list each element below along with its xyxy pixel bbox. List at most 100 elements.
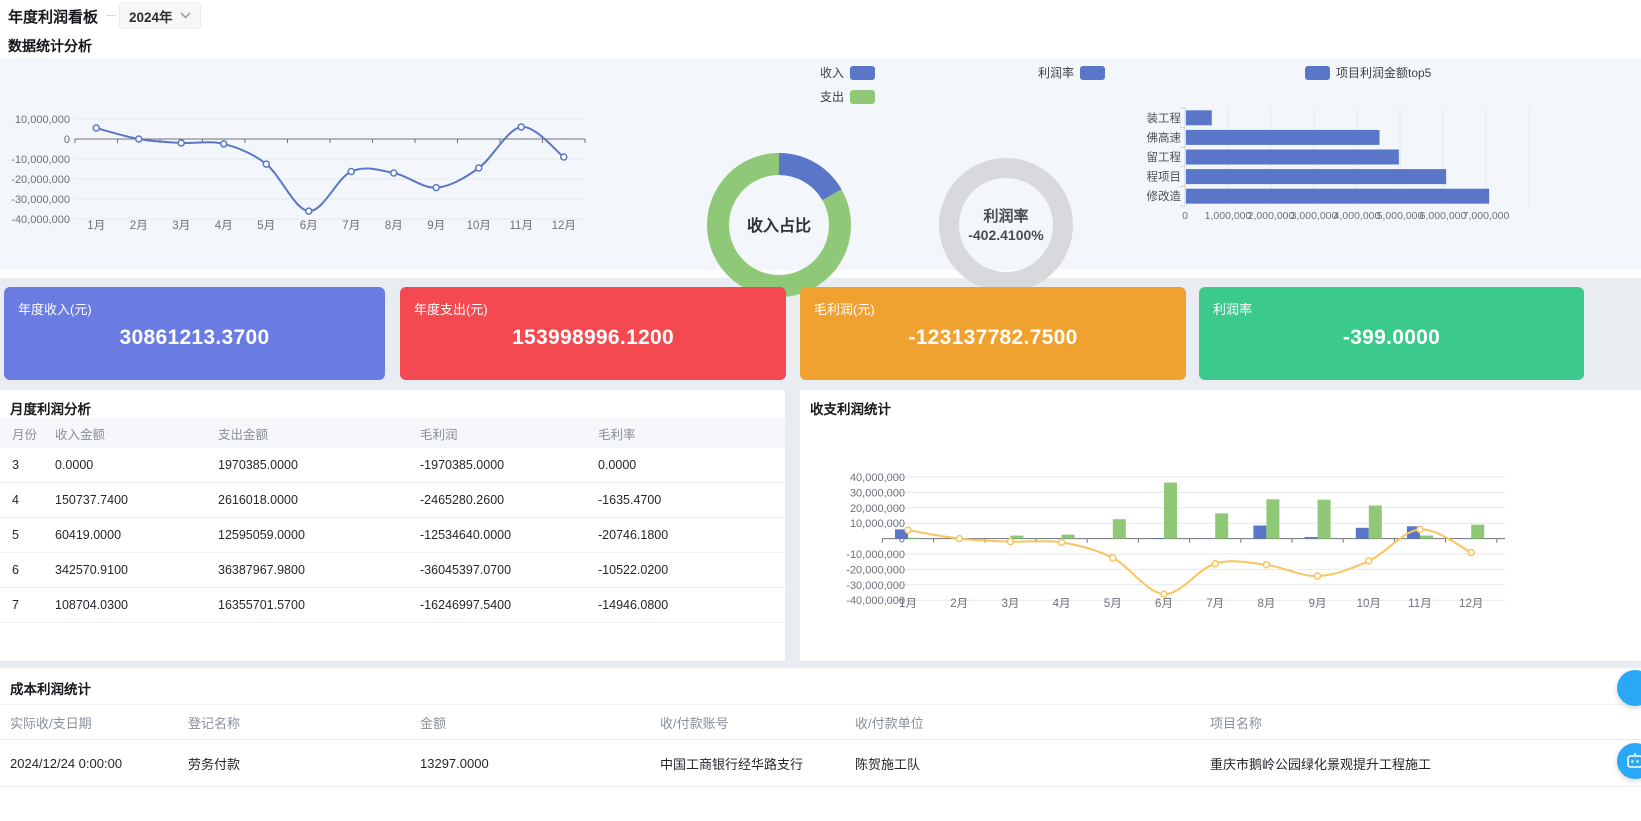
column-header: 收入金额 — [55, 418, 218, 448]
year-select[interactable]: 2024年 — [119, 2, 201, 29]
legend-label: 利润率 — [1038, 66, 1075, 80]
income-expense-profit-chart: 40,000,000 30,000,000 20,000,000 10,000,000… — [846, 472, 1505, 610]
table-cell: 陈贺施工队 — [855, 739, 1210, 787]
svg-text:-20,000,000: -20,000,000 — [11, 174, 70, 186]
table-cell: 342570.9100 — [55, 552, 218, 588]
table-row: 3 0.0000 1970385.0000 -1970385.0000 0.0000 — [0, 448, 785, 483]
table-cell: -1970385.0000 — [420, 448, 598, 483]
table-cell: 2024/12/24 0:00:00 — [0, 739, 188, 787]
legend-item[interactable]: 项目利润金额top5 — [1305, 64, 1431, 81]
table-row: 7 108704.0300 16355701.5700 -16246997.5400-… — [0, 587, 785, 623]
stat-card: 年度收入(元) 30861213.3700 — [4, 287, 385, 380]
stat-card-label: 年度收入(元) — [18, 302, 92, 317]
column-header: 毛利率 — [598, 418, 785, 448]
svg-text:-40,000,000: -40,000,000 — [11, 214, 70, 226]
legend-label: 支出 — [820, 90, 845, 104]
table-cell: -14946.0800 — [598, 587, 785, 623]
floating-button-robot[interactable] — [1617, 743, 1641, 779]
table-cell: 150737.7400 — [55, 482, 218, 518]
stat-card: 毛利润(元) -123137782.7500 — [800, 287, 1186, 380]
svg-text:-30,000,000: -30,000,000 — [846, 580, 905, 592]
column-header: 项目名称 — [1210, 704, 1641, 740]
stat-card-value: -399.0000 — [1342, 326, 1441, 349]
svg-text:利润率: 利润率 — [983, 207, 1028, 225]
svg-text:3月: 3月 — [1001, 598, 1019, 610]
table-cell: 5 — [0, 517, 55, 553]
table-cell: 12595059.0000 — [218, 517, 420, 553]
table-cell: 36387967.9800 — [218, 552, 420, 588]
table-cell: 重庆市鹅岭公园绿化景观提升工程施工 — [1210, 739, 1641, 787]
service-robot-icon — [1627, 753, 1641, 768]
stat-card-label: 年度支出(元) — [414, 302, 488, 317]
svg-text:0: 0 — [899, 534, 905, 546]
legend-swatch-icon — [850, 89, 876, 104]
monthly-profit-table: 月份 收入金额 支出金额 毛利润 毛利率 3 0.0000 1970385.0000 -1970… — [0, 418, 785, 623]
svg-text:30,000,000: 30,000,000 — [850, 487, 905, 499]
table-cell: 4 — [0, 482, 55, 518]
stat-card-label: 毛利润(元) — [814, 302, 875, 317]
stats-section-title: 数据统计分析 — [8, 38, 92, 54]
table-cell: 13297.0000 — [420, 739, 660, 787]
svg-text:-20,000,000: -20,000,000 — [846, 564, 905, 576]
table-cell: 中国工商银行经华路支行 — [660, 739, 855, 787]
svg-text:佛高速: 佛高速 — [1147, 130, 1182, 144]
table-cell: 2616018.0000 — [218, 482, 420, 518]
svg-text:11月: 11月 — [1408, 598, 1431, 610]
svg-text:6月: 6月 — [300, 220, 318, 232]
table-cell: -12534640.0000 — [420, 517, 598, 553]
table-cell: -10522.0200 — [598, 552, 785, 588]
table-cell: -20746.1800 — [598, 517, 785, 553]
stat-card-label: 利润率 — [1213, 302, 1253, 317]
stat-cards: 年度收入(元) 30861213.3700 年度支出(元) 153998996.120… — [0, 287, 1641, 380]
table-cell: 0.0000 — [598, 448, 785, 483]
legend-item[interactable]: 利润率 — [1038, 64, 1106, 81]
svg-text:6月: 6月 — [1155, 598, 1173, 610]
legend-item[interactable]: 收入 — [820, 64, 876, 81]
svg-text:7,000,000: 7,000,000 — [1463, 210, 1510, 222]
cost-profit-table: 实际收/支日期 登记名称 金额 收/付款账号 收/付款单位 项目名称 2024/12/24 … — [0, 704, 1641, 787]
table-row: 6 342570.9100 36387967.9800 -36045397.0700-… — [0, 552, 785, 588]
income-ratio-donut-chart: 收入占比 — [707, 153, 851, 297]
svg-text:10月: 10月 — [467, 220, 491, 232]
svg-text:1月: 1月 — [899, 598, 917, 610]
svg-text:4,000,000: 4,000,000 — [1334, 210, 1381, 222]
legend-item[interactable]: 支出 — [820, 88, 876, 105]
table-row: 5 60419.0000 12595059.0000 -12534640.0000 -2… — [0, 517, 785, 553]
column-header: 金额 — [420, 704, 660, 740]
svg-text:8月: 8月 — [385, 220, 403, 232]
svg-text:12月: 12月 — [552, 220, 576, 232]
svg-text:3月: 3月 — [172, 220, 190, 232]
svg-text:9月: 9月 — [1309, 598, 1327, 610]
table-cell: 60419.0000 — [55, 517, 218, 553]
page-title: 年度利润看板 — [8, 9, 99, 26]
svg-text:修改造: 修改造 — [1147, 189, 1182, 203]
legend-swatch-icon — [850, 65, 876, 80]
legend-label: 项目利润金额top5 — [1336, 66, 1432, 80]
floating-button-top[interactable] — [1617, 670, 1641, 706]
svg-text:5,000,000: 5,000,000 — [1377, 210, 1424, 222]
svg-text:11月: 11月 — [510, 220, 533, 232]
svg-text:5月: 5月 — [1104, 598, 1122, 610]
svg-text:1,000,000: 1,000,000 — [1205, 210, 1252, 222]
column-header: 登记名称 — [188, 704, 420, 740]
income-expense-panel: 收支利润统计 40,000,000 30,000,000 20,000,000 10,… — [800, 390, 1641, 661]
svg-text:2,000,000: 2,000,000 — [1248, 210, 1295, 222]
svg-text:0: 0 — [64, 134, 70, 146]
svg-text:10月: 10月 — [1357, 598, 1381, 610]
svg-text:20,000,000: 20,000,000 — [850, 503, 905, 515]
table-cell: 劳务付款 — [188, 739, 420, 787]
svg-text:-30,000,000: -30,000,000 — [11, 194, 70, 206]
svg-text:5月: 5月 — [257, 220, 275, 232]
table-cell: -1635.4700 — [598, 482, 785, 518]
title-divider — [106, 15, 116, 16]
monthly-profit-panel: 月度利润分析 月份 收入金额 支出金额 毛利润 毛利率 3 0.0000 1970385.00… — [0, 390, 785, 661]
table-row: 2024/12/24 0:00:00 劳务付款 13297.0000 中国工商银行经华… — [0, 739, 1641, 787]
svg-text:3,000,000: 3,000,000 — [1291, 210, 1338, 222]
svg-text:-10,000,000: -10,000,000 — [846, 549, 905, 561]
column-header: 支出金额 — [218, 418, 420, 448]
svg-text:8月: 8月 — [1257, 598, 1275, 610]
project-profit-top5-legend: 项目利润金额top5 — [1305, 64, 1431, 88]
svg-text:-10,000,000: -10,000,000 — [11, 154, 70, 166]
